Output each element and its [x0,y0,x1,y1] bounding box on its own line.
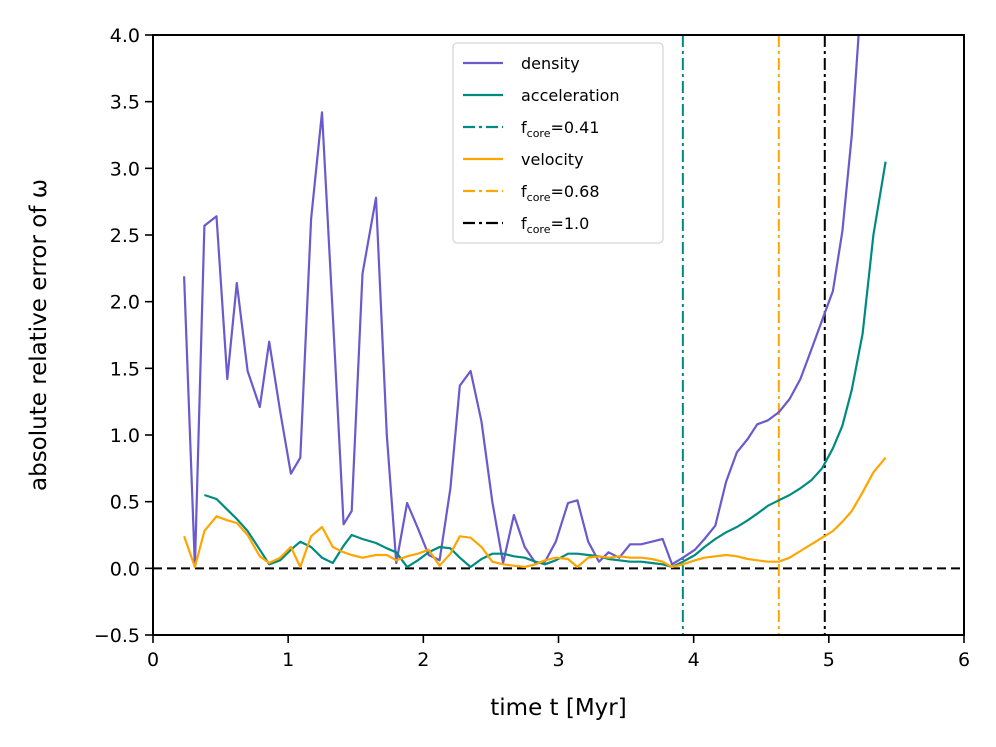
x-tick-label: 3 [552,649,564,671]
x-tick-label: 6 [958,649,970,671]
x-tick-label: 0 [147,649,159,671]
x-tick-label: 2 [417,649,429,671]
reference-lines [153,35,964,635]
y-tick-label: 1.0 [110,425,140,447]
y-tick-label: 3.5 [110,92,140,114]
y-tick-label: 3.0 [110,158,140,180]
series-line-acceleration [204,161,887,569]
series-line-velocity [183,456,887,569]
y-axis-ticks: −0.5 0.0 0.5 1.0 1.5 2.0 2.5 3.0 3.5 4.0 [94,25,153,647]
x-axis-label: time t [Myr] [490,695,626,721]
x-axis-ticks: 0 1 2 3 4 5 6 [147,635,970,671]
legend-label: fcore=0.41 [521,118,600,140]
legend-box [452,42,664,244]
y-tick-label: −0.5 [94,625,140,647]
legend-label: velocity [521,150,584,169]
y-tick-label: 2.5 [110,225,140,247]
y-tick-label: 0.5 [110,492,140,514]
x-tick-label: 1 [282,649,294,671]
y-tick-label: 0.0 [110,558,140,580]
legend-label: fcore=1.0 [521,214,589,236]
legend-label: density [521,54,580,73]
y-tick-label: 4.0 [110,25,140,47]
y-tick-label: 2.0 [110,292,140,314]
series-layer [183,35,887,569]
y-axis-label: absolute relative error of ω [26,179,52,491]
legend: density acceleration fcore=0.41 velocity fco… [452,42,664,244]
legend-label: acceleration [521,86,620,105]
y-tick-label: 1.5 [110,358,140,380]
series-line-density [183,35,860,569]
x-tick-label: 5 [823,649,835,671]
x-tick-label: 4 [688,649,700,671]
legend-label: fcore=0.68 [521,182,600,204]
